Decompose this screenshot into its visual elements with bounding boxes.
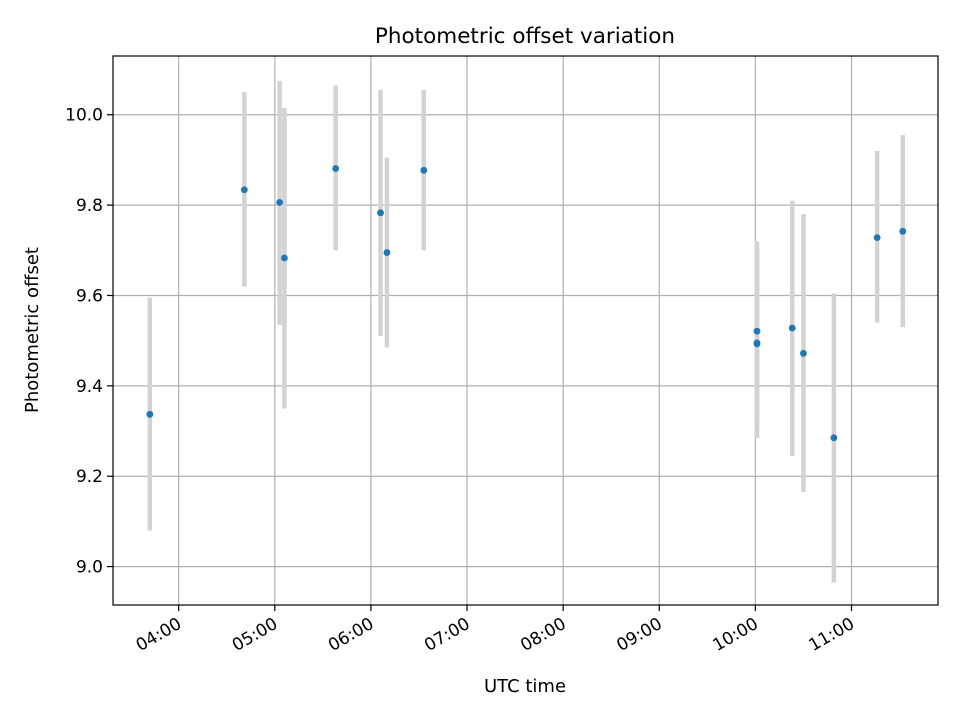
y-tick-label: 9.0 [76, 558, 103, 578]
y-tick-label: 9.2 [76, 467, 103, 487]
grid [113, 56, 938, 605]
data-point [873, 234, 881, 242]
plot-frame [112, 55, 939, 606]
y-tick-label: 9.6 [76, 286, 103, 306]
data-point [788, 324, 796, 332]
data-point [753, 340, 761, 348]
data-point [899, 227, 907, 235]
y-tick-label: 9.4 [76, 377, 103, 397]
y-axis-ticks: 9.0 9.2 9.4 9.6 9.8 10.0 [65, 106, 113, 578]
y-tick-label: 9.8 [76, 196, 103, 216]
data-point [146, 410, 154, 418]
data-point [420, 166, 428, 174]
data-points [146, 165, 907, 442]
data-point [753, 327, 761, 335]
y-tick-label: 10.0 [65, 106, 103, 126]
chart-title: Photometric offset variation [375, 24, 675, 49]
x-axis-label: UTC time [484, 676, 566, 697]
data-point [383, 249, 391, 256]
y-axis-label: Photometric offset [22, 247, 43, 413]
data-point [830, 434, 838, 442]
data-point [377, 209, 384, 217]
data-point [240, 186, 248, 194]
data-point [276, 199, 284, 206]
data-point [281, 254, 288, 262]
data-point [800, 349, 807, 357]
data-point [332, 165, 340, 172]
